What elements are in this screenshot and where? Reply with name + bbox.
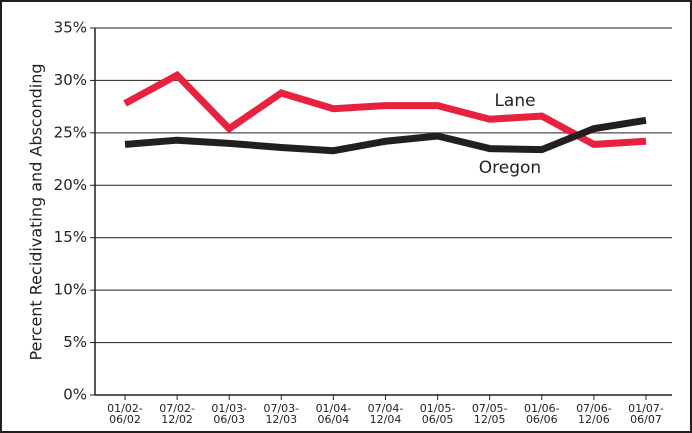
x-tick-label: 07/06-12/06 [576,402,612,426]
y-tick-label: 20% [54,176,87,194]
y-tick-label: 35% [54,19,87,37]
x-tick-label: 01/06-06/06 [524,402,560,426]
x-tick-label: 07/04-12/04 [368,402,404,426]
x-tick-label: 01/03-06/03 [211,402,247,426]
series-label: Oregon [479,158,541,178]
x-tick-label: 01/04-06/04 [316,402,352,426]
x-tick-label: 01/07-06/07 [628,402,664,426]
series-label: Lane [494,91,535,111]
y-axis-label: Percent Recidivating and Absconding [27,64,46,361]
x-tick-label: 07/05-12/05 [472,402,508,426]
x-tick-label: 07/03-12/03 [263,402,299,426]
y-tick-label: 25% [54,123,87,141]
line-series [123,70,647,148]
y-tick-label: 0% [63,386,87,404]
y-tick-label: 15% [54,228,87,246]
line-series [124,116,647,155]
y-tick-label: 10% [54,281,87,299]
x-tick-label: 01/02-06/02 [107,402,143,426]
x-tick-label: 07/02-12/02 [159,402,195,426]
y-tick-label: 30% [54,71,87,89]
x-tick-label: 01/05-06/05 [420,402,456,426]
y-tick-label: 5% [63,333,87,351]
